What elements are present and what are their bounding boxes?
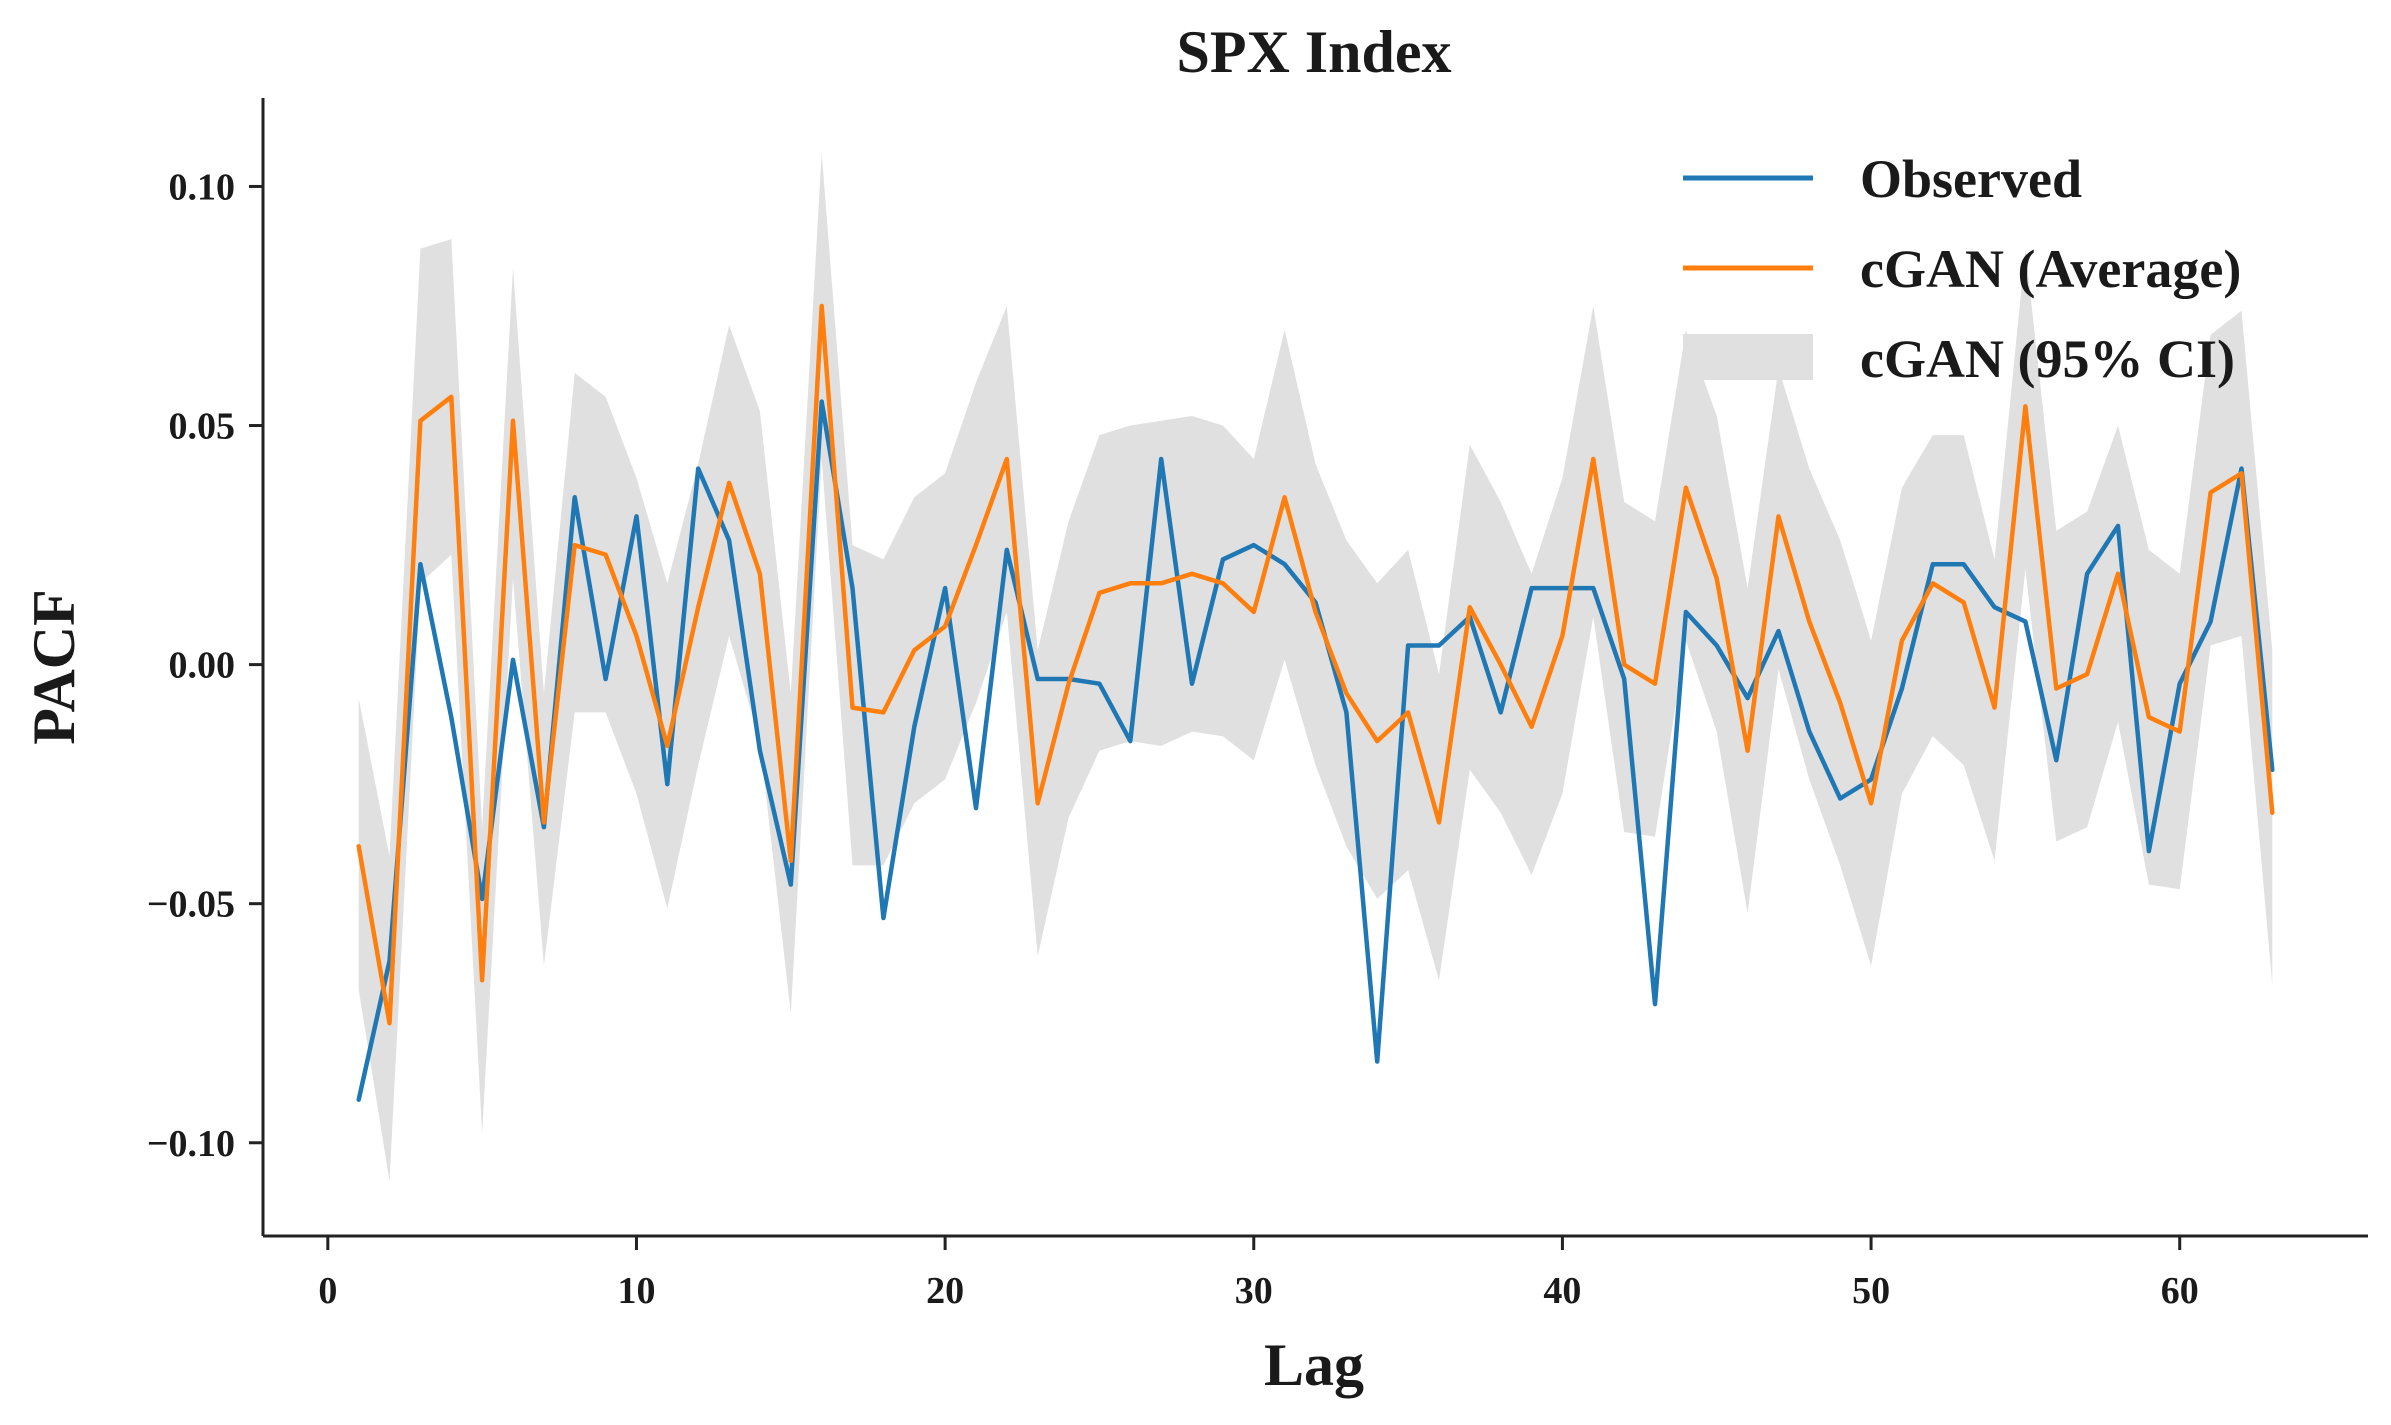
series-line-1 xyxy=(356,303,2275,1026)
legend-swatch-cgan-ci xyxy=(1683,334,1813,380)
legend-label-cgan-ci: cGAN (95% CI) xyxy=(1860,329,2235,389)
chart-title: SPX Index xyxy=(1176,19,1451,85)
x-tick-label: 10 xyxy=(617,1270,655,1312)
y-tick-label: −0.05 xyxy=(147,884,235,926)
legend-label-observed: Observed xyxy=(1860,149,2082,209)
plot-area xyxy=(356,153,2275,1181)
y-tick-label: 0.05 xyxy=(169,406,236,448)
series-lines-layer xyxy=(356,303,2275,1102)
x-tick-label: 30 xyxy=(1235,1270,1273,1312)
x-tick-label: 0 xyxy=(318,1270,337,1312)
y-ticks: −0.10 −0.05 0.00 0.05 0.10 xyxy=(147,166,263,1165)
axes: 0 10 20 30 40 50 60 −0.10 −0.05 0.00 0.05 0.10 xyxy=(147,98,2368,1312)
x-tick-label: 40 xyxy=(1543,1270,1581,1312)
y-tick-label: 0.00 xyxy=(169,645,236,687)
x-ticks: 0 10 20 30 40 50 60 xyxy=(318,1236,2199,1312)
x-tick-label: 20 xyxy=(926,1270,964,1312)
y-axis-label: PACF xyxy=(21,589,87,745)
y-tick-label: 0.10 xyxy=(169,166,236,208)
ci-band xyxy=(358,153,2273,1181)
series-line-0 xyxy=(356,399,2275,1102)
x-axis-label: Lag xyxy=(1264,1332,1364,1398)
x-tick-label: 50 xyxy=(1852,1270,1890,1312)
y-tick-label: −0.10 xyxy=(147,1123,235,1165)
legend-label-cgan-average: cGAN (Average) xyxy=(1860,239,2241,299)
legend: Observed cGAN (Average) cGAN (95% CI) xyxy=(1683,149,2241,389)
ci-band-layer xyxy=(358,153,2273,1181)
x-tick-label: 60 xyxy=(2161,1270,2199,1312)
